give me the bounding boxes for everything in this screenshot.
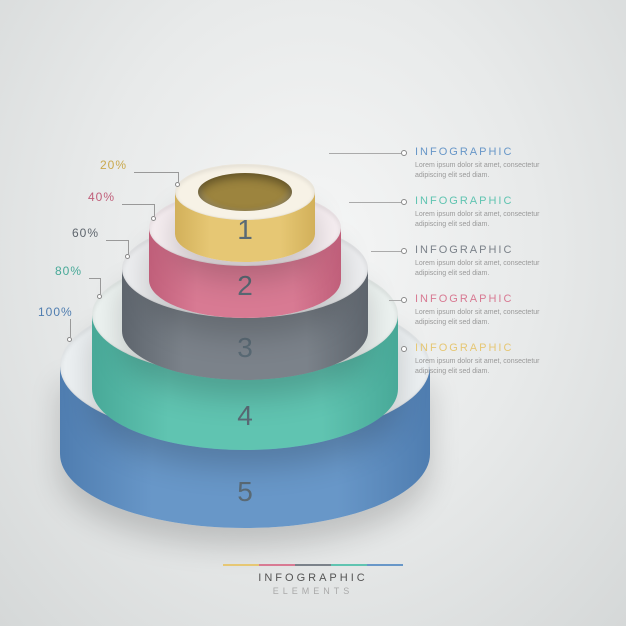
bullet-icon [401,297,407,303]
ring-number-5: 5 [237,476,253,508]
entry-desc: Lorem ipsum dolor sit amet, consectetur … [415,161,565,181]
footer: INFOGRAPHIC ELEMENTS [223,564,403,596]
bullet-icon [401,150,407,156]
bullet-icon [401,248,407,254]
entry-title: INFOGRAPHIC [415,342,565,354]
entry-5: INFOGRAPHIC Lorem ipsum dolor sit amet, c… [415,146,565,181]
ring-number-3: 3 [237,332,253,364]
percent-label: 20% [100,158,127,172]
entry-4: INFOGRAPHIC Lorem ipsum dolor sit amet, c… [415,195,565,230]
entry-desc: Lorem ipsum dolor sit amet, consectetur … [415,308,565,328]
ring-number-2: 2 [237,270,253,302]
entry-title: INFOGRAPHIC [415,293,565,305]
bullet-icon [401,199,407,205]
footer-color-bar [223,564,403,566]
entry-desc: Lorem ipsum dolor sit amet, consectetur … [415,210,565,230]
entry-desc: Lorem ipsum dolor sit amet, consectetur … [415,357,565,377]
entry-title: INFOGRAPHIC [415,146,565,158]
footer-subtitle: ELEMENTS [223,586,403,596]
entry-title: INFOGRAPHIC [415,244,565,256]
entry-3: INFOGRAPHIC Lorem ipsum dolor sit amet, c… [415,244,565,279]
entry-1: INFOGRAPHIC Lorem ipsum dolor sit amet, c… [415,342,565,377]
percent-label: 60% [72,226,99,240]
percent-label: 100% [38,305,73,319]
percent-label: 80% [55,264,82,278]
entry-desc: Lorem ipsum dolor sit amet, consectetur … [415,259,565,279]
bullet-icon [401,346,407,352]
footer-title: INFOGRAPHIC [223,572,403,584]
ring-1: 1 [175,164,315,262]
entry-title: INFOGRAPHIC [415,195,565,207]
percent-label: 40% [88,190,115,204]
ring-number-1: 1 [237,214,253,246]
ring-number-4: 4 [237,400,253,432]
entry-2: INFOGRAPHIC Lorem ipsum dolor sit amet, c… [415,293,565,328]
